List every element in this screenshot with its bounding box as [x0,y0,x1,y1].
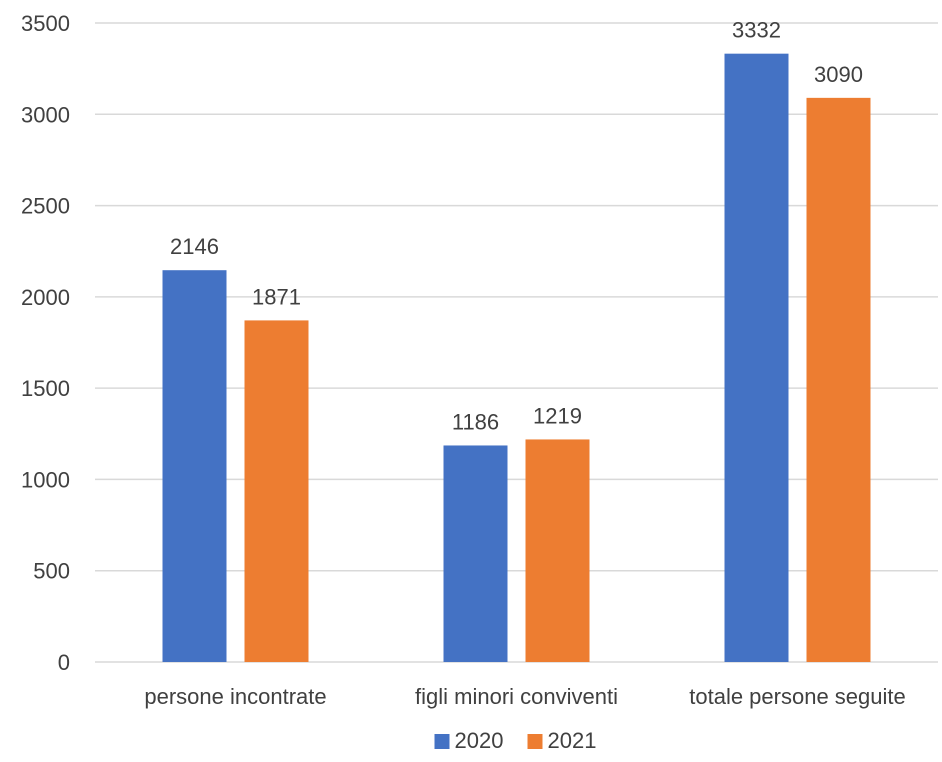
bar-2021-0 [244,320,309,662]
category-label-2: totale persone seguite [689,684,906,709]
y-tick-label: 3500 [21,11,70,36]
bar-2021-1 [525,439,590,662]
gridlines [95,22,938,663]
y-axis-ticks: 0 500 1000 1500 2000 2500 3000 3500 [21,11,70,675]
bar-2020-1 [443,445,508,662]
bars [162,53,871,663]
data-label-2020-1: 1186 [452,409,499,434]
y-tick-label: 0 [58,650,70,675]
legend-swatch-2021 [527,734,543,749]
data-label-2020-0: 2146 [170,234,219,259]
x-axis-categories: persone incontrate figli minori convivent… [144,684,905,709]
data-labels: 2146 1871 1186 1219 3332 3090 [170,18,863,435]
category-label-1: figli minori conviventi [415,684,618,709]
y-tick-label: 500 [33,559,70,584]
category-label-0: persone incontrate [144,684,326,709]
data-label-2021-0: 1871 [252,284,301,309]
legend-label-2020: 2020 [455,728,504,753]
data-label-2021-1: 1219 [533,403,582,428]
legend: 2020 2021 [434,728,597,753]
y-tick-label: 2000 [21,285,70,310]
y-tick-label: 1500 [21,376,70,401]
y-tick-label: 2500 [21,194,70,219]
y-tick-label: 3000 [21,102,70,127]
y-tick-label: 1000 [21,467,70,492]
bar-2020-0 [162,270,227,662]
legend-swatch-2020 [434,734,450,749]
data-label-2020-2: 3332 [732,18,781,43]
data-label-2021-2: 3090 [814,62,863,87]
legend-label-2021: 2021 [548,728,597,753]
bar-2020-2 [724,53,789,663]
bar-2021-2 [806,97,871,662]
